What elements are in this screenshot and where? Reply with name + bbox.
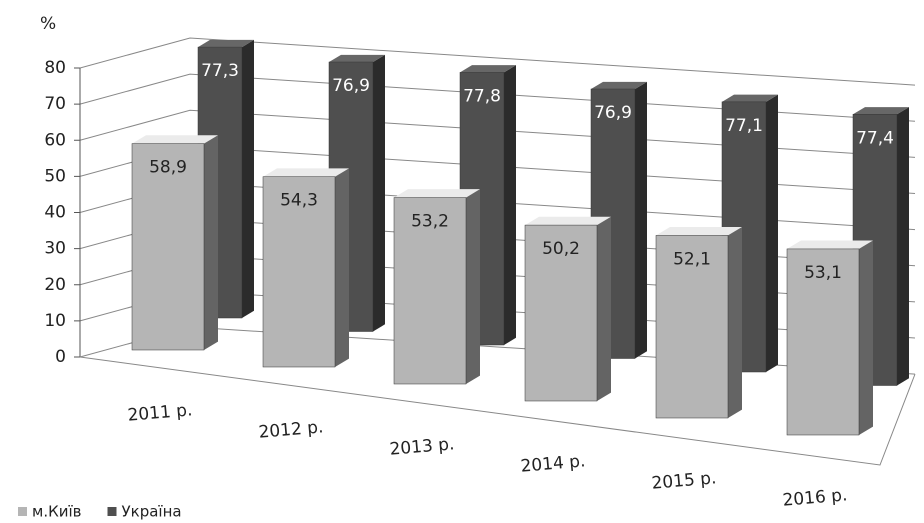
bar-top [525,216,611,226]
grid-line [79,73,916,122]
grid-line [79,109,916,158]
y-tick-label: 70 [44,94,66,114]
y-tick-label: 20 [44,275,66,295]
data-label: 76,9 [594,103,632,123]
legend-label: м.Київ [32,503,82,521]
bar [262,176,336,368]
bar-top [460,65,516,73]
bar-side [859,240,873,435]
bar [655,235,729,419]
bar-top [329,54,385,63]
y-tick-label: 60 [44,130,66,150]
data-label: 50,2 [542,239,580,259]
bar-side [335,168,349,367]
bar-top [853,107,909,115]
bar-top [787,240,873,249]
data-label: 54,3 [280,191,318,211]
x-tick-label: 2016 р. [782,485,848,511]
bar-side [466,189,480,384]
y-tick-label: 30 [44,239,66,259]
data-label: 53,2 [411,212,449,232]
bar-side [597,216,611,401]
x-tick-label: 2011 р. [127,400,193,426]
bar-side [242,39,254,318]
bar-top [394,189,480,198]
data-label: 53,1 [804,263,842,283]
legend-swatch [107,507,117,516]
data-label: 58,9 [149,158,187,178]
x-tick-label: 2013 р. [389,434,455,460]
floor-edge [79,356,916,466]
bar [131,143,205,351]
x-tick-label: 2015 р. [651,468,717,494]
bar [524,224,598,402]
x-tick-label: 2012 р. [258,417,324,443]
bar-top [722,94,778,102]
y-tick-label: 50 [44,166,66,186]
data-label: 77,1 [725,116,763,136]
y-tick-label: 40 [44,203,66,223]
data-label: 77,3 [201,61,239,81]
bar-top [263,168,349,177]
legend-swatch [18,507,27,516]
bar-side [897,107,909,386]
legend-label: Україна [122,503,182,521]
x-tick-label: 2014 р. [520,451,586,477]
bar-side [373,54,385,332]
bar [786,248,860,436]
data-label: 77,4 [856,128,894,148]
bar-side [635,81,647,359]
data-label: 52,1 [673,249,711,269]
bar-side [728,227,742,418]
y-axis-label: % [40,14,56,34]
data-label: 77,8 [463,86,501,106]
y-tick-label: 0 [55,347,66,367]
grid-line [79,37,916,86]
y-tick-label: 10 [44,311,66,331]
data-label: 76,9 [332,76,370,96]
bar [393,197,467,385]
bar-top [656,227,742,236]
bar-side [204,135,218,350]
bar-side [766,94,778,373]
y-tick-label: 80 [44,58,66,78]
bar-top [132,135,218,144]
bar-side [504,65,516,345]
bar-top [198,39,254,48]
bar-top [591,81,647,90]
